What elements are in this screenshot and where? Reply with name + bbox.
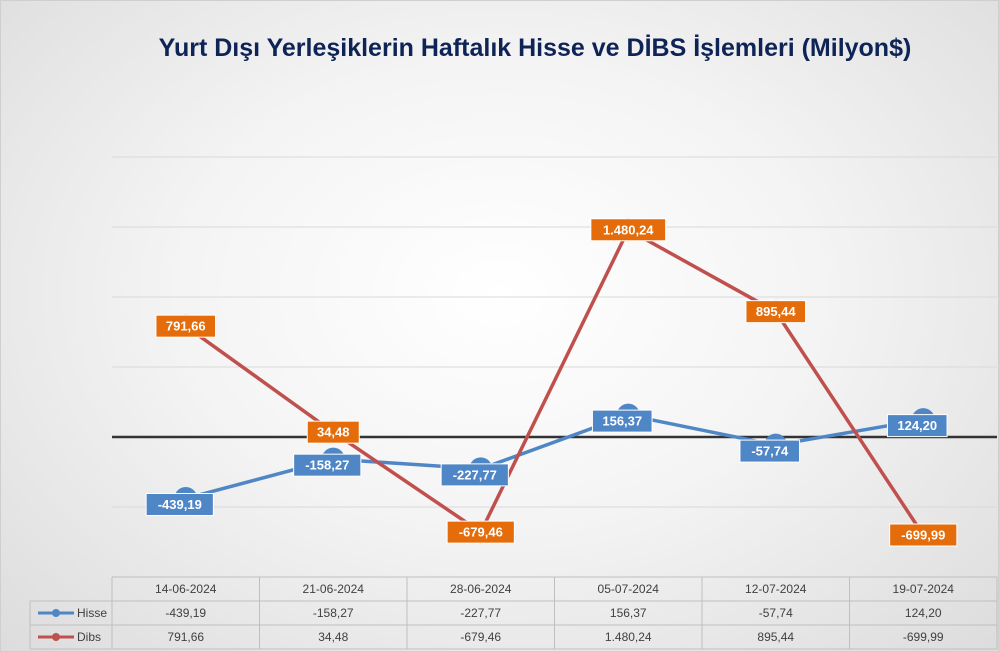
table-header-cell: 19-07-2024	[893, 582, 955, 596]
data-label: 34,48	[306, 420, 360, 444]
table-header-cell: 28-06-2024	[450, 582, 512, 596]
data-label-text: -227,77	[453, 467, 497, 482]
table-value-cell: 791,66	[167, 630, 204, 644]
data-label: -679,46	[446, 520, 515, 544]
legend-marker	[52, 609, 60, 617]
data-label: -57,74	[739, 439, 801, 463]
legend-key-dibs	[38, 633, 74, 641]
data-label-box	[745, 300, 807, 324]
data-label-box	[590, 218, 667, 242]
data-label-text: -158,27	[305, 458, 349, 473]
data-label: -439,19	[145, 492, 214, 516]
data-label-text: 34,48	[317, 425, 350, 440]
data-label-text: -439,19	[158, 497, 202, 512]
legend-label: Hisse	[77, 606, 107, 620]
legend-key-hisse	[38, 609, 74, 617]
data-label-box	[145, 492, 214, 516]
data-label: 791,66	[155, 314, 217, 338]
table-header-cell: 14-06-2024	[155, 582, 217, 596]
table-header-cell: 12-07-2024	[745, 582, 807, 596]
data-label-box	[591, 409, 653, 433]
data-label-box	[446, 520, 515, 544]
series-line-dibs	[184, 228, 925, 536]
data-label: -699,99	[889, 523, 958, 547]
data-label: -158,27	[293, 453, 362, 477]
data-label: -227,77	[440, 463, 509, 487]
data-label-text: 124,20	[897, 418, 937, 433]
data-label-text: 156,37	[602, 414, 642, 429]
data-label-text: -679,46	[459, 525, 503, 540]
series-lines	[184, 228, 925, 536]
data-label-box	[886, 414, 948, 438]
table-header-cell: 21-06-2024	[303, 582, 365, 596]
table-value-cell: 156,37	[610, 606, 647, 620]
data-label-box	[306, 420, 360, 444]
data-label-box	[739, 439, 801, 463]
legend-label: Dibs	[77, 630, 101, 644]
table-value-cell: -158,27	[313, 606, 354, 620]
data-label-text: -57,74	[751, 444, 789, 459]
table-value-cell: 895,44	[757, 630, 794, 644]
chart-title: Yurt Dışı Yerleşiklerin Haftalık Hisse v…	[158, 34, 912, 62]
legend-marker	[52, 633, 60, 641]
table-value-cell: 1.480,24	[605, 630, 652, 644]
data-label: 124,20	[886, 414, 948, 438]
data-label-box	[155, 314, 217, 338]
table-value-cell: -57,74	[759, 606, 793, 620]
data-label-box	[889, 523, 958, 547]
data-label: 1.480,24	[590, 218, 667, 242]
table-value-cell: -699,99	[903, 630, 944, 644]
data-label-text: 791,66	[166, 319, 206, 334]
data-label-box	[440, 463, 509, 487]
data-label: 895,44	[745, 300, 807, 324]
table-value-cell: -439,19	[165, 606, 206, 620]
table-value-cell: 34,48	[318, 630, 348, 644]
table-value-cell: -679,46	[460, 630, 501, 644]
table-value-cell: -227,77	[460, 606, 501, 620]
data-label-box	[293, 453, 362, 477]
data-label-text: -699,99	[901, 527, 945, 542]
data-label-text: 1.480,24	[603, 222, 654, 237]
data-label-text: 895,44	[756, 304, 797, 319]
data-table: 14-06-2024 21-06-2024 28-06-2024 05-07-2024…	[29, 576, 998, 650]
table-header-cell: 05-07-2024	[598, 582, 660, 596]
data-label: 156,37	[591, 409, 653, 433]
table-value-cell: 124,20	[905, 606, 942, 620]
data-labels: -439,19 -158,27 -227,77 156,37 -57,74 124,20 7…	[145, 218, 958, 547]
